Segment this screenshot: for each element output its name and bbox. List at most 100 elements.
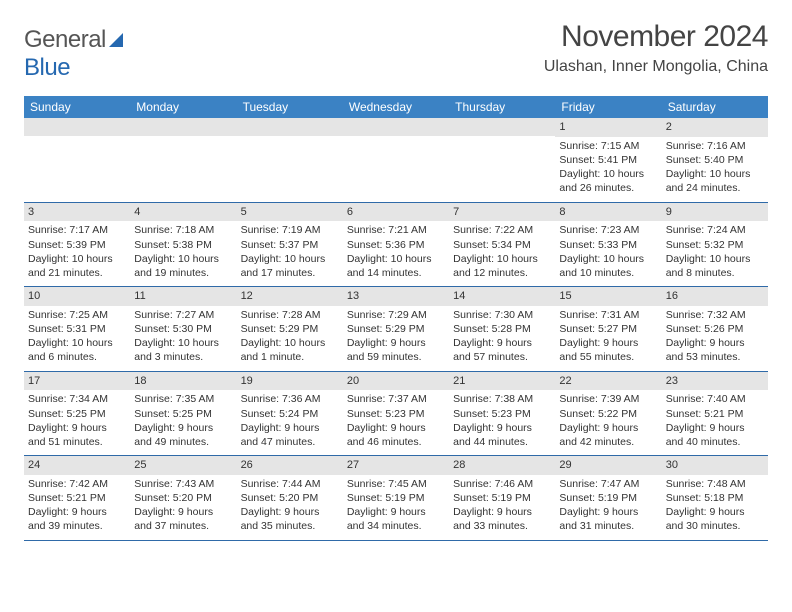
day-cell — [343, 118, 449, 202]
week-row: 1Sunrise: 7:15 AMSunset: 5:41 PMDaylight… — [24, 118, 768, 203]
logo-word-general: General — [24, 26, 106, 53]
day-number: 10 — [24, 287, 130, 306]
day-daylight: Daylight: 10 hours and 8 minutes. — [666, 252, 764, 280]
day-cell: 22Sunrise: 7:39 AMSunset: 5:22 PMDayligh… — [555, 372, 661, 456]
weekday-monday: Monday — [130, 96, 236, 118]
weekday-tuesday: Tuesday — [237, 96, 343, 118]
weekday-wednesday: Wednesday — [343, 96, 449, 118]
day-daylight: Daylight: 9 hours and 39 minutes. — [28, 505, 126, 533]
day-number: 5 — [237, 203, 343, 222]
day-sunset: Sunset: 5:34 PM — [453, 238, 551, 252]
day-cell: 2Sunrise: 7:16 AMSunset: 5:40 PMDaylight… — [662, 118, 768, 202]
day-number — [237, 118, 343, 136]
day-sunset: Sunset: 5:29 PM — [347, 322, 445, 336]
day-number: 16 — [662, 287, 768, 306]
day-number: 15 — [555, 287, 661, 306]
day-sunset: Sunset: 5:23 PM — [347, 407, 445, 421]
day-daylight: Daylight: 9 hours and 46 minutes. — [347, 421, 445, 449]
day-daylight: Daylight: 9 hours and 40 minutes. — [666, 421, 764, 449]
day-daylight: Daylight: 10 hours and 10 minutes. — [559, 252, 657, 280]
day-daylight: Daylight: 10 hours and 12 minutes. — [453, 252, 551, 280]
day-daylight: Daylight: 10 hours and 6 minutes. — [28, 336, 126, 364]
day-sunrise: Sunrise: 7:24 AM — [666, 223, 764, 237]
day-cell: 17Sunrise: 7:34 AMSunset: 5:25 PMDayligh… — [24, 372, 130, 456]
day-number: 7 — [449, 203, 555, 222]
day-daylight: Daylight: 9 hours and 53 minutes. — [666, 336, 764, 364]
day-cell: 15Sunrise: 7:31 AMSunset: 5:27 PMDayligh… — [555, 287, 661, 371]
day-daylight: Daylight: 10 hours and 24 minutes. — [666, 167, 764, 195]
day-sunset: Sunset: 5:30 PM — [134, 322, 232, 336]
day-cell: 4Sunrise: 7:18 AMSunset: 5:38 PMDaylight… — [130, 203, 236, 287]
day-number: 28 — [449, 456, 555, 475]
day-daylight: Daylight: 10 hours and 17 minutes. — [241, 252, 339, 280]
day-sunrise: Sunrise: 7:36 AM — [241, 392, 339, 406]
weekday-thursday: Thursday — [449, 96, 555, 118]
day-sunset: Sunset: 5:36 PM — [347, 238, 445, 252]
day-sunrise: Sunrise: 7:38 AM — [453, 392, 551, 406]
day-number: 8 — [555, 203, 661, 222]
day-daylight: Daylight: 9 hours and 37 minutes. — [134, 505, 232, 533]
day-cell: 26Sunrise: 7:44 AMSunset: 5:20 PMDayligh… — [237, 456, 343, 540]
day-cell: 24Sunrise: 7:42 AMSunset: 5:21 PMDayligh… — [24, 456, 130, 540]
day-daylight: Daylight: 9 hours and 57 minutes. — [453, 336, 551, 364]
day-sunset: Sunset: 5:25 PM — [28, 407, 126, 421]
day-daylight: Daylight: 9 hours and 35 minutes. — [241, 505, 339, 533]
day-cell: 3Sunrise: 7:17 AMSunset: 5:39 PMDaylight… — [24, 203, 130, 287]
day-sunset: Sunset: 5:24 PM — [241, 407, 339, 421]
day-number: 3 — [24, 203, 130, 222]
day-cell: 21Sunrise: 7:38 AMSunset: 5:23 PMDayligh… — [449, 372, 555, 456]
day-sunrise: Sunrise: 7:16 AM — [666, 139, 764, 153]
day-number: 22 — [555, 372, 661, 391]
day-sunset: Sunset: 5:29 PM — [241, 322, 339, 336]
day-cell: 11Sunrise: 7:27 AMSunset: 5:30 PMDayligh… — [130, 287, 236, 371]
day-number: 18 — [130, 372, 236, 391]
day-sunset: Sunset: 5:28 PM — [453, 322, 551, 336]
day-cell: 23Sunrise: 7:40 AMSunset: 5:21 PMDayligh… — [662, 372, 768, 456]
day-cell: 29Sunrise: 7:47 AMSunset: 5:19 PMDayligh… — [555, 456, 661, 540]
day-sunset: Sunset: 5:23 PM — [453, 407, 551, 421]
day-daylight: Daylight: 9 hours and 33 minutes. — [453, 505, 551, 533]
day-number: 25 — [130, 456, 236, 475]
day-daylight: Daylight: 9 hours and 44 minutes. — [453, 421, 551, 449]
day-cell: 16Sunrise: 7:32 AMSunset: 5:26 PMDayligh… — [662, 287, 768, 371]
day-number: 6 — [343, 203, 449, 222]
day-cell: 18Sunrise: 7:35 AMSunset: 5:25 PMDayligh… — [130, 372, 236, 456]
day-cell: 27Sunrise: 7:45 AMSunset: 5:19 PMDayligh… — [343, 456, 449, 540]
day-number — [343, 118, 449, 136]
weekday-header-row: Sunday Monday Tuesday Wednesday Thursday… — [24, 96, 768, 118]
day-sunrise: Sunrise: 7:47 AM — [559, 477, 657, 491]
day-daylight: Daylight: 10 hours and 3 minutes. — [134, 336, 232, 364]
day-daylight: Daylight: 9 hours and 42 minutes. — [559, 421, 657, 449]
day-number: 29 — [555, 456, 661, 475]
day-cell: 19Sunrise: 7:36 AMSunset: 5:24 PMDayligh… — [237, 372, 343, 456]
day-daylight: Daylight: 9 hours and 59 minutes. — [347, 336, 445, 364]
day-sunrise: Sunrise: 7:44 AM — [241, 477, 339, 491]
day-daylight: Daylight: 9 hours and 34 minutes. — [347, 505, 445, 533]
day-cell — [130, 118, 236, 202]
day-number: 12 — [237, 287, 343, 306]
weekday-friday: Friday — [555, 96, 661, 118]
day-sunrise: Sunrise: 7:25 AM — [28, 308, 126, 322]
day-sunrise: Sunrise: 7:32 AM — [666, 308, 764, 322]
day-sunrise: Sunrise: 7:17 AM — [28, 223, 126, 237]
week-row: 3Sunrise: 7:17 AMSunset: 5:39 PMDaylight… — [24, 203, 768, 288]
day-cell: 10 Sunrise: 7:25 AMSunset: 5:31 PMDayligh… — [24, 287, 130, 371]
day-number: 26 — [237, 456, 343, 475]
day-number: 11 — [130, 287, 236, 306]
day-sunrise: Sunrise: 7:23 AM — [559, 223, 657, 237]
day-sunset: Sunset: 5:32 PM — [666, 238, 764, 252]
day-sunset: Sunset: 5:31 PM — [28, 322, 126, 336]
day-sunrise: Sunrise: 7:19 AM — [241, 223, 339, 237]
header: General Blue November 2024 Ulashan, Inne… — [24, 20, 768, 82]
day-daylight: Daylight: 10 hours and 19 minutes. — [134, 252, 232, 280]
location: Ulashan, Inner Mongolia, China — [544, 58, 768, 76]
day-sunset: Sunset: 5:21 PM — [666, 407, 764, 421]
day-cell — [449, 118, 555, 202]
day-number — [449, 118, 555, 136]
day-daylight: Daylight: 10 hours and 21 minutes. — [28, 252, 126, 280]
day-sunset: Sunset: 5:37 PM — [241, 238, 339, 252]
day-sunrise: Sunrise: 7:28 AM — [241, 308, 339, 322]
day-number: 21 — [449, 372, 555, 391]
day-cell: 13Sunrise: 7:29 AMSunset: 5:29 PMDayligh… — [343, 287, 449, 371]
day-cell — [237, 118, 343, 202]
